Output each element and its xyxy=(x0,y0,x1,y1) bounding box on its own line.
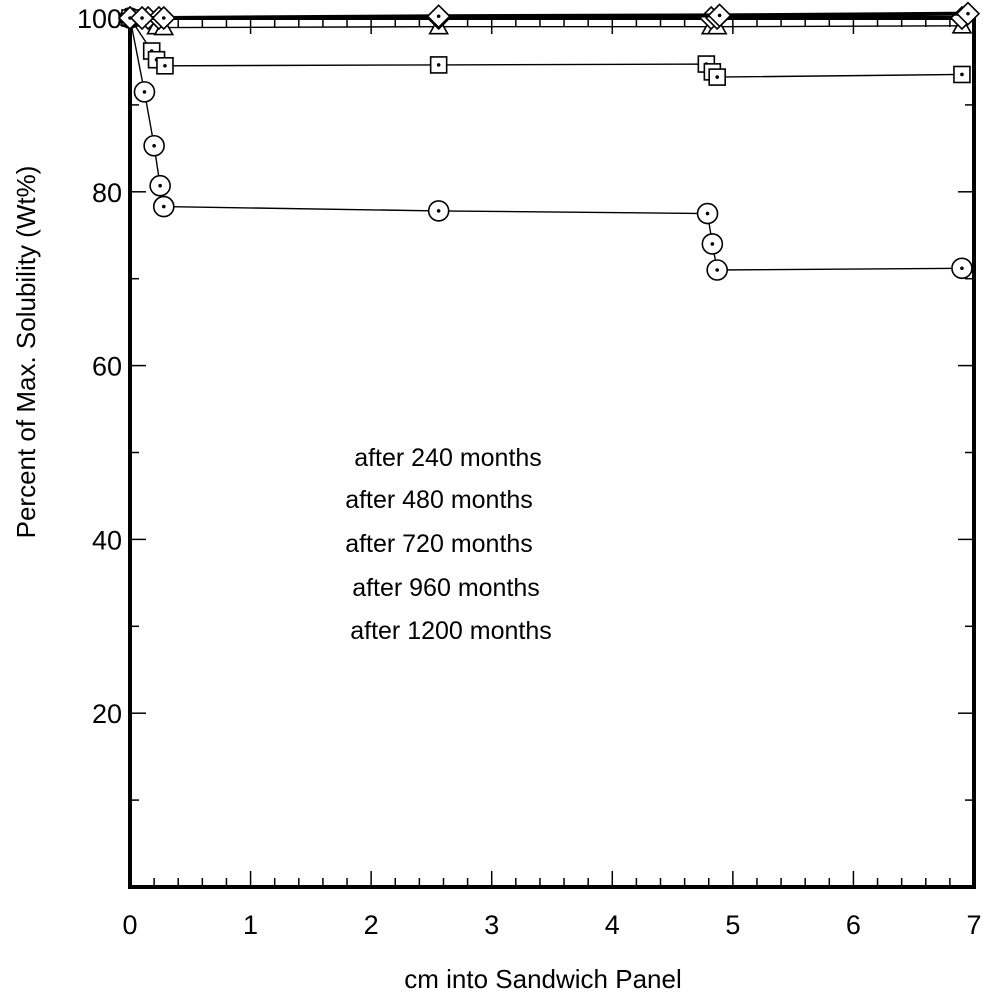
marker-dot xyxy=(142,90,147,94)
y-axis-title: Percent of Max. Solubility (Wt%) xyxy=(11,166,41,539)
marker-dot xyxy=(705,211,710,216)
plot-frame xyxy=(128,16,976,889)
marker-dot xyxy=(158,183,162,188)
series-after-240-months xyxy=(119,7,973,281)
x-tick-label: 7 xyxy=(966,910,981,940)
series-layer xyxy=(117,1,981,281)
x-tick-label: 5 xyxy=(725,910,740,940)
marker-dot xyxy=(710,242,715,246)
x-tick-label: 1 xyxy=(243,910,258,940)
y-tick-label: 80 xyxy=(92,178,122,208)
y-tick-label: 40 xyxy=(92,525,122,555)
tick-labels: 0 1 2 3 4 5 6 7 20 40 60 80 100 xyxy=(77,4,982,940)
series-line xyxy=(129,17,962,271)
marker-dot xyxy=(966,11,970,16)
x-tick-label: 2 xyxy=(364,910,379,940)
legend-entry: after 720 months xyxy=(345,530,533,558)
x-tick-label: 0 xyxy=(122,910,137,940)
x-tick-label: 6 xyxy=(846,910,861,940)
y-tick-label: 100 xyxy=(77,4,122,34)
legend-entry: after 1200 months xyxy=(350,617,552,645)
marker-dot xyxy=(161,204,166,209)
marker-dot xyxy=(960,72,964,77)
y-tick-label: 20 xyxy=(92,699,122,729)
marker-dot xyxy=(140,16,144,20)
series-after-1200-months xyxy=(117,1,981,31)
legend-entry: after 240 months xyxy=(354,444,542,472)
marker-dot xyxy=(161,16,166,20)
marker-dot xyxy=(717,13,722,18)
plot-border xyxy=(128,16,976,889)
marker-dot xyxy=(960,266,964,271)
axis-ticks xyxy=(129,17,975,887)
marker-dot xyxy=(436,209,441,213)
legend: after 240 months after 480 months after 72… xyxy=(345,444,552,645)
marker-dot xyxy=(436,14,441,19)
series-after-480-months xyxy=(121,9,971,86)
x-axis-title: cm into Sandwich Panel xyxy=(404,964,681,994)
legend-entry: after 960 months xyxy=(352,574,540,602)
marker-dot xyxy=(152,143,156,148)
x-tick-label: 3 xyxy=(484,910,499,940)
y-tick-label: 60 xyxy=(92,352,122,382)
marker-dot xyxy=(715,268,719,272)
marker-dot xyxy=(163,63,167,68)
x-tick-label: 4 xyxy=(605,910,620,940)
marker-dot xyxy=(715,75,719,79)
marker-dot xyxy=(436,63,441,67)
legend-entry: after 480 months xyxy=(345,486,533,514)
